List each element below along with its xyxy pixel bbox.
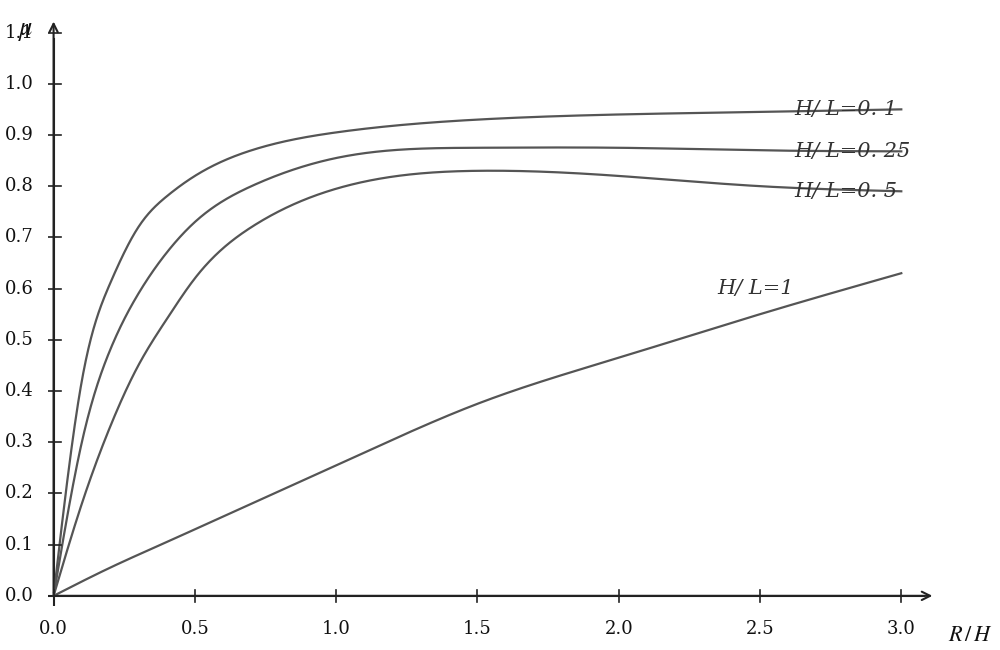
Text: $\mu$: $\mu$: [18, 18, 33, 43]
Text: H/ L=1: H/ L=1: [718, 279, 794, 298]
Text: 0.9: 0.9: [5, 126, 34, 144]
Text: H/ L=0. 25: H/ L=0. 25: [794, 142, 910, 161]
Text: 0.4: 0.4: [5, 382, 34, 400]
Text: 0.8: 0.8: [5, 177, 34, 195]
Text: 0.3: 0.3: [5, 433, 34, 451]
Text: 0.1: 0.1: [5, 536, 34, 554]
Text: 0.7: 0.7: [5, 228, 34, 246]
Text: 0.0: 0.0: [39, 620, 68, 638]
Text: 1.0: 1.0: [322, 620, 351, 638]
Text: 3.0: 3.0: [887, 620, 916, 638]
Text: 1.5: 1.5: [463, 620, 492, 638]
Text: 1.0: 1.0: [5, 75, 34, 93]
Text: 0.6: 0.6: [5, 280, 34, 298]
Text: 0.5: 0.5: [180, 620, 209, 638]
Text: 2.0: 2.0: [604, 620, 633, 638]
Text: H/ L=0. 5: H/ L=0. 5: [794, 182, 897, 201]
Text: 1.1: 1.1: [5, 23, 34, 42]
Text: 0.5: 0.5: [5, 331, 34, 349]
Text: 2.5: 2.5: [746, 620, 774, 638]
Text: $R\,/\,H$: $R\,/\,H$: [948, 624, 992, 646]
Text: 0.0: 0.0: [5, 587, 34, 605]
Text: H/ L=0. 1: H/ L=0. 1: [794, 100, 897, 119]
Text: 0.2: 0.2: [5, 484, 34, 502]
